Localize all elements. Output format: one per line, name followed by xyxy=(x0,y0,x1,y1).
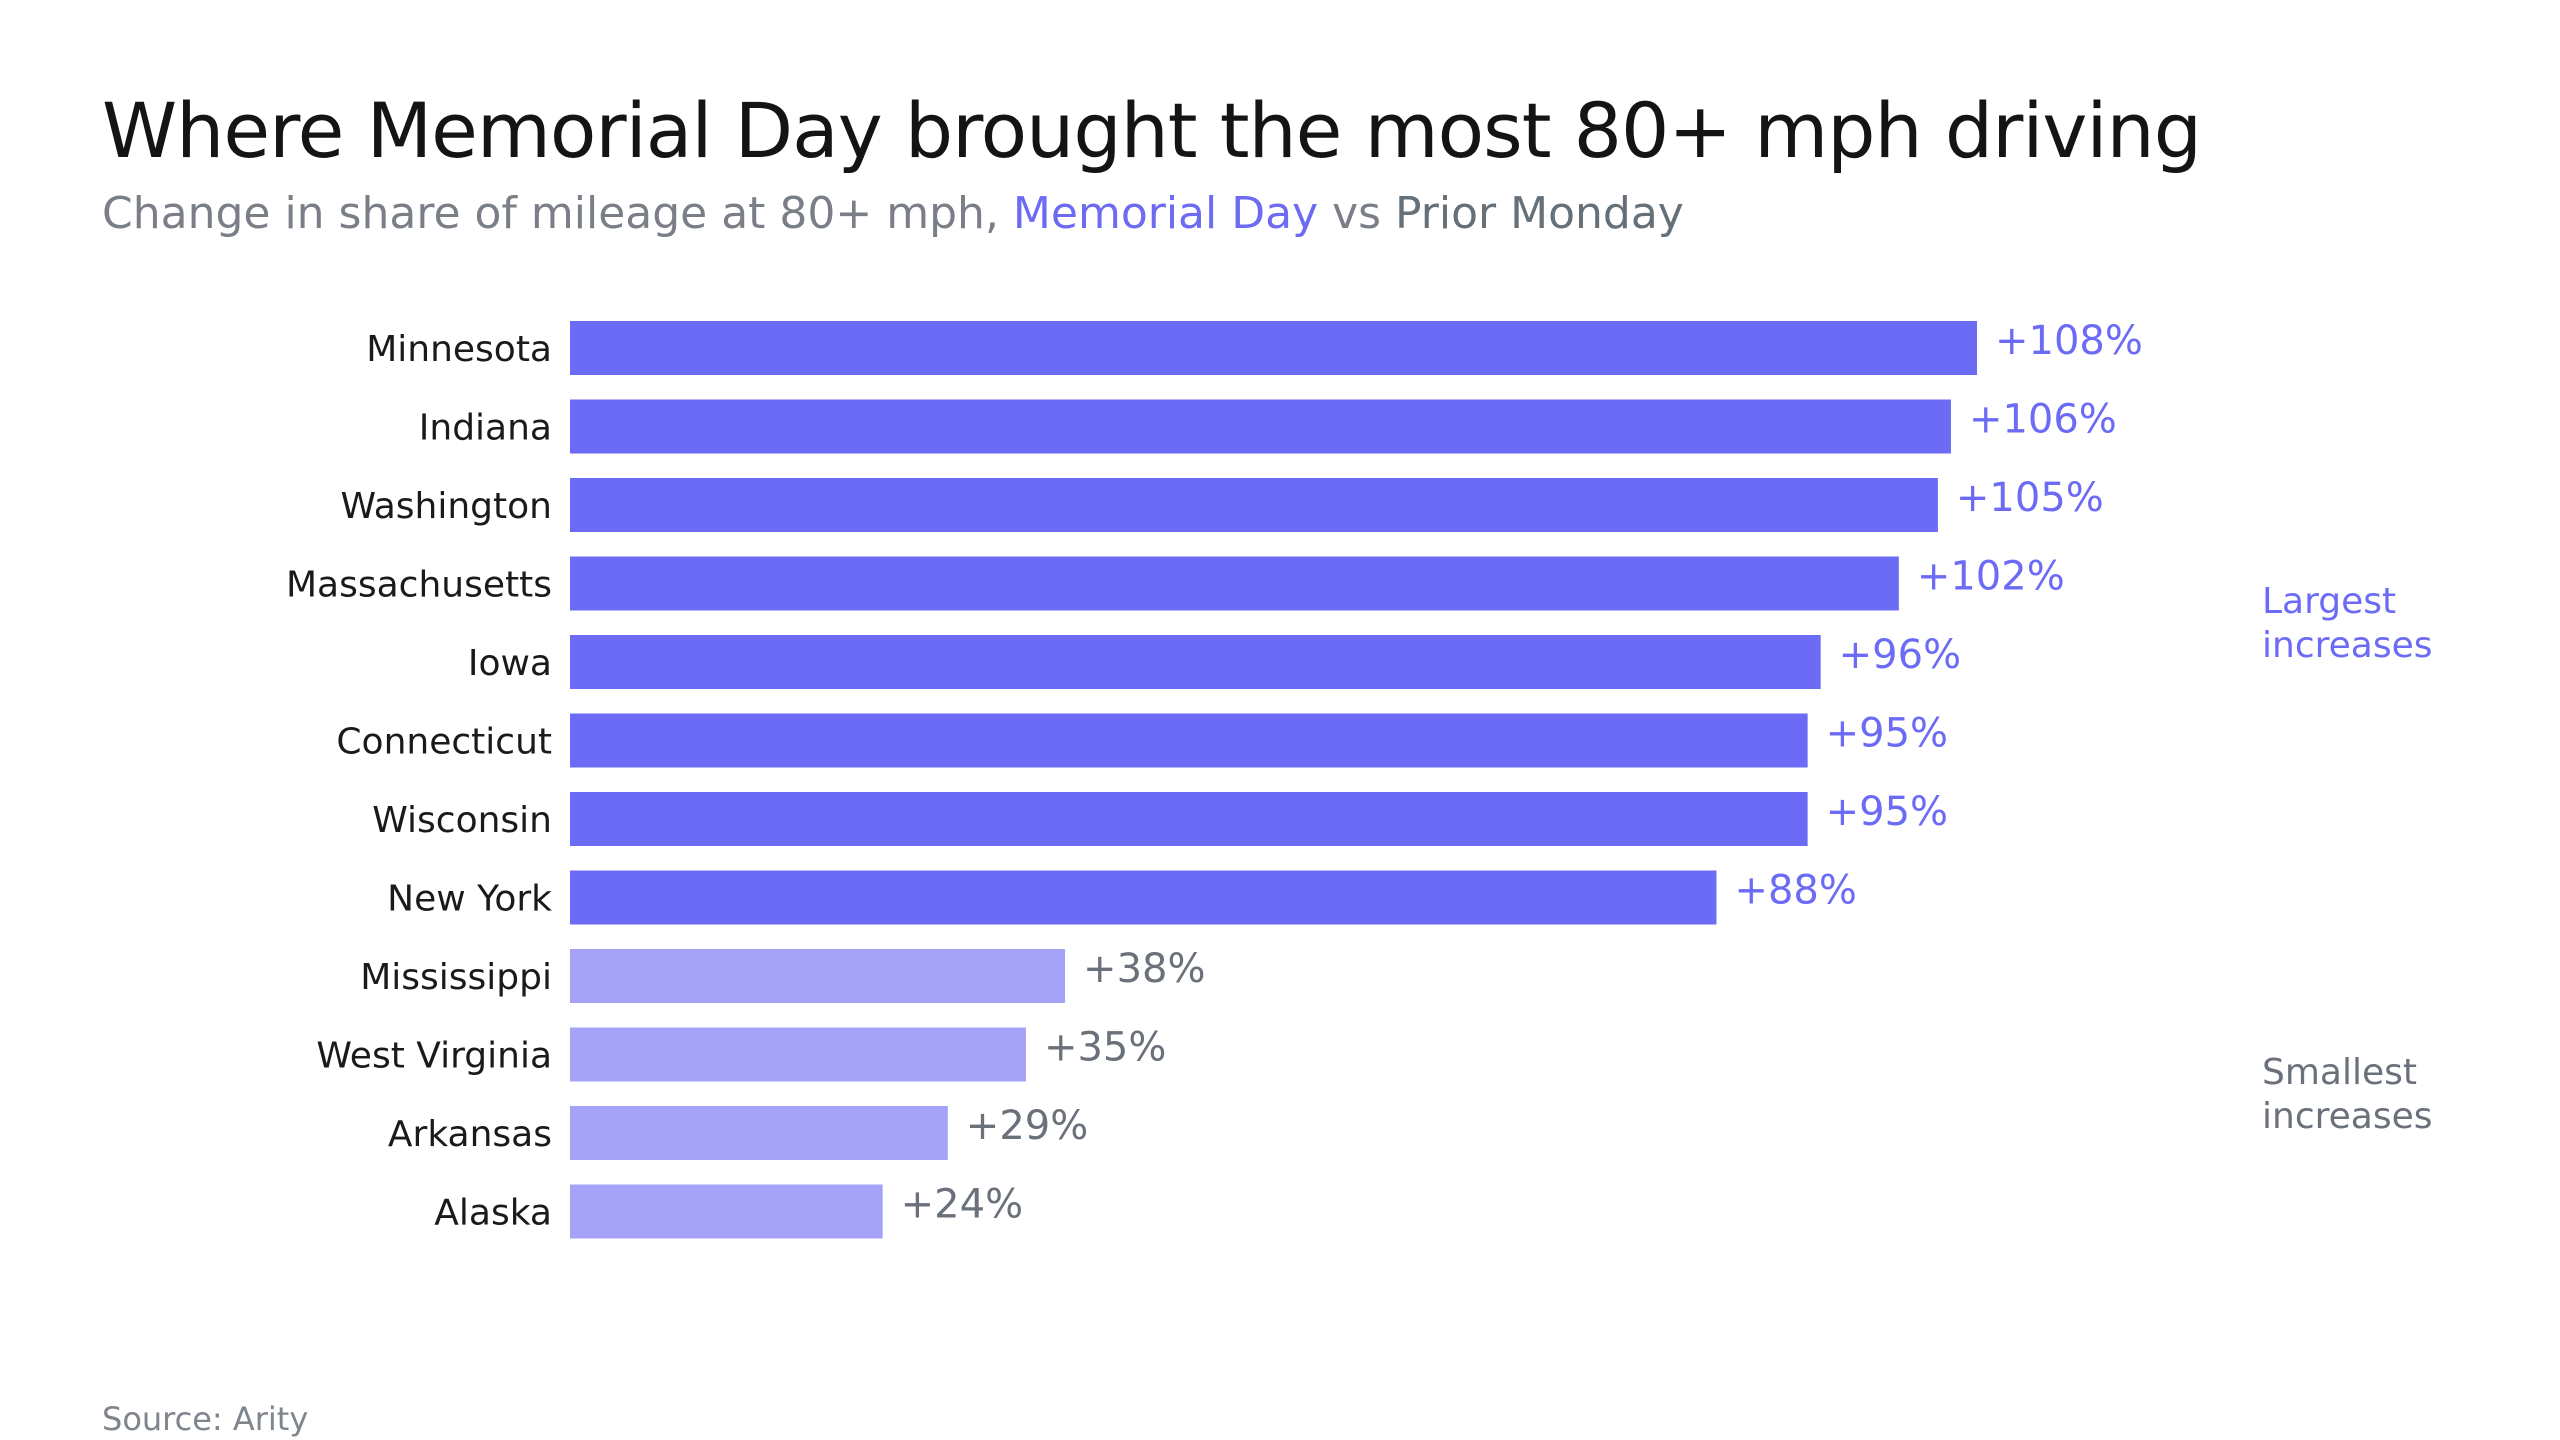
category-label-west-virginia: West Virginia xyxy=(316,1036,552,1077)
bar-west-virginia xyxy=(570,1027,1026,1082)
subtitle-memorial-day: Memorial Day xyxy=(1012,188,1319,239)
bar-iowa xyxy=(570,635,1821,689)
value-label-indiana: +106% xyxy=(1969,397,2117,443)
bar-arkansas xyxy=(570,1106,948,1160)
value-label-connecticut: +95% xyxy=(1826,711,1948,757)
subtitle-vs: vs xyxy=(1318,188,1396,239)
value-label-massachusetts: +102% xyxy=(1917,554,2065,600)
category-label-new-york: New York xyxy=(387,879,552,920)
chart-title: Where Memorial Day brought the most 80+ … xyxy=(102,86,2202,175)
bar-new-york xyxy=(570,870,1717,925)
bar-wisconsin xyxy=(570,792,1808,846)
value-label-arkansas: +29% xyxy=(966,1103,1088,1149)
category-label-mississippi: Mississippi xyxy=(360,957,552,998)
bar-indiana xyxy=(570,399,1951,454)
group-label-smallest-line-1: Smallest xyxy=(2262,1052,2417,1093)
group-label-smallest: Smallest increases xyxy=(2262,1052,2433,1137)
group-label-smallest-line-2: increases xyxy=(2262,1096,2433,1137)
value-label-minnesota: +108% xyxy=(1995,318,2143,364)
category-label-washington: Washington xyxy=(340,486,552,527)
source-note: Source: Arity xyxy=(102,1400,309,1438)
bar-connecticut xyxy=(570,713,1808,768)
subtitle-prior-monday: Prior Monday xyxy=(1395,188,1684,239)
category-label-connecticut: Connecticut xyxy=(336,722,552,763)
group-label-largest: Largest increases xyxy=(2262,581,2433,666)
category-label-wisconsin: Wisconsin xyxy=(372,800,552,841)
category-label-alaska: Alaska xyxy=(434,1193,552,1234)
bar-washington xyxy=(570,478,1938,532)
category-label-massachusetts: Massachusetts xyxy=(286,565,552,606)
value-label-mississippi: +38% xyxy=(1083,946,1205,992)
category-label-minnesota: Minnesota xyxy=(366,329,552,370)
value-label-washington: +105% xyxy=(1956,475,2104,521)
bar-minnesota xyxy=(570,321,1977,375)
value-label-new-york: +88% xyxy=(1734,868,1856,914)
category-label-arkansas: Arkansas xyxy=(388,1114,552,1155)
bar-alaska xyxy=(570,1184,883,1239)
value-label-wisconsin: +95% xyxy=(1826,789,1948,835)
value-label-iowa: +96% xyxy=(1839,632,1961,678)
group-label-largest-line-2: increases xyxy=(2262,625,2433,666)
value-label-alaska: +24% xyxy=(901,1182,1023,1228)
value-label-west-virginia: +35% xyxy=(1044,1025,1166,1071)
subtitle-prefix: Change in share of mileage at 80+ mph, xyxy=(102,188,1013,239)
category-label-iowa: Iowa xyxy=(468,643,552,684)
group-label-largest-line-1: Largest xyxy=(2262,581,2396,622)
bar-massachusetts xyxy=(570,556,1899,611)
bar-mississippi xyxy=(570,949,1066,1003)
category-label-indiana: Indiana xyxy=(419,408,552,449)
chart-subtitle: Change in share of mileage at 80+ mph, M… xyxy=(102,188,1684,239)
